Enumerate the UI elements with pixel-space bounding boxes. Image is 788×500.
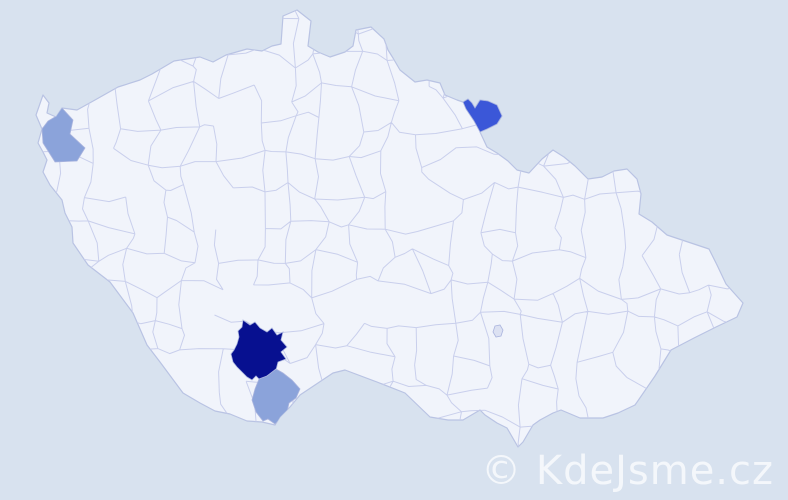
- map-region-center-tiny[interactable]: [492, 324, 504, 338]
- map-region-west[interactable]: [41, 107, 86, 163]
- country-outline: [35, 9, 744, 448]
- map-region-northeast[interactable]: [462, 98, 503, 133]
